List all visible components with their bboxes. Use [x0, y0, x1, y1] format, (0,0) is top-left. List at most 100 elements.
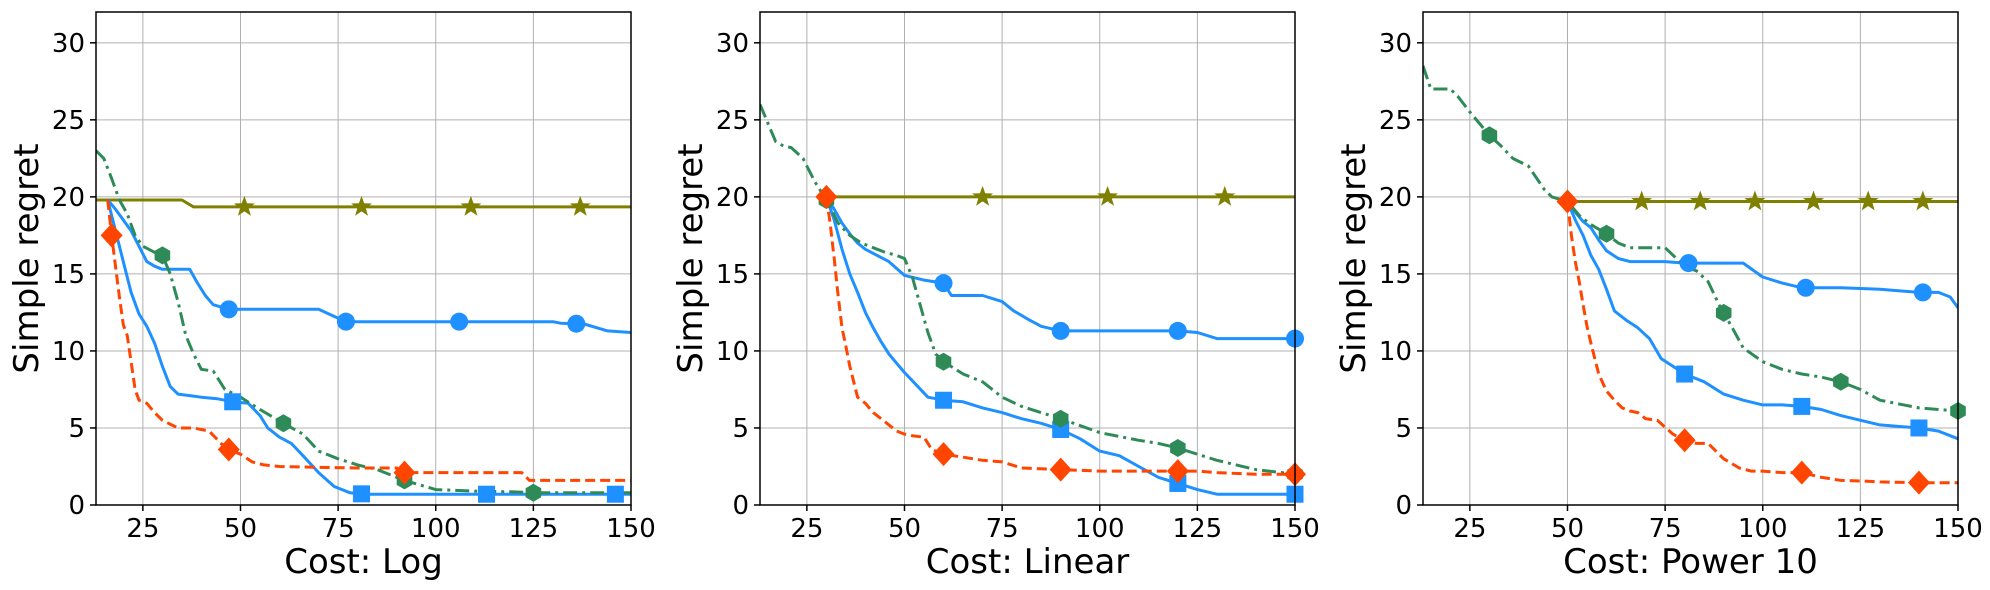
x-tick-label: 150: [1270, 514, 1320, 544]
hexagon-marker: [935, 352, 952, 371]
y-tick-label: 10: [1379, 337, 1412, 367]
y-tick-label: 0: [68, 491, 85, 521]
star-marker: [1803, 190, 1824, 211]
diamond-marker: [1790, 460, 1813, 485]
diamond-marker: [1166, 459, 1189, 484]
series-line-circle: [1566, 200, 1958, 309]
circle-marker: [1168, 321, 1187, 340]
axes-frame: [759, 11, 1296, 506]
x-tick-label: 100: [1075, 514, 1125, 544]
y-tick-label: 10: [716, 337, 749, 367]
x-axis-label: Cost: Log: [284, 542, 443, 582]
square-marker: [1793, 397, 1811, 415]
hexagon-marker: [525, 483, 542, 502]
square-marker: [224, 393, 242, 411]
x-tick-label: 50: [1551, 514, 1584, 544]
x-tick-label: 150: [606, 514, 656, 544]
star-marker: [569, 195, 591, 216]
x-tick-label: 25: [790, 514, 823, 544]
circle-marker: [1679, 254, 1698, 273]
x-axis-label: Cost: Power 10: [1563, 542, 1818, 582]
diamond-marker: [1673, 428, 1696, 453]
square-marker: [935, 391, 953, 409]
series-line-diamond: [824, 196, 1295, 476]
square-marker: [1169, 474, 1187, 492]
hexagon-marker: [1715, 303, 1732, 322]
y-axis-label: Simple regret: [671, 143, 711, 373]
series-line-hexagon: [760, 103, 1295, 476]
series-line-square: [824, 196, 1295, 496]
series-line-circle: [825, 196, 1295, 341]
x-tick-label: 50: [224, 514, 257, 544]
x-tick-label: 75: [986, 514, 1019, 544]
diamond-marker: [815, 184, 838, 209]
y-tick-label: 15: [716, 260, 749, 290]
y-tick-label: 30: [52, 29, 85, 59]
x-tick-label: 125: [1836, 514, 1886, 544]
diamond-marker: [393, 460, 416, 485]
y-tick-label: 25: [716, 106, 749, 136]
square-marker: [478, 485, 496, 503]
diamond-marker: [1556, 189, 1579, 214]
star-marker: [351, 195, 372, 216]
series-line-diamond: [1566, 201, 1958, 485]
star-marker: [1857, 190, 1879, 211]
circle-marker: [450, 312, 469, 331]
circle-marker: [1796, 278, 1815, 297]
square-marker: [1910, 419, 1928, 437]
grid: [96, 12, 632, 506]
diamond-marker: [217, 437, 240, 462]
x-tick-label: 100: [1738, 514, 1788, 544]
series-line-star: [96, 198, 631, 209]
hexagon-marker: [1170, 439, 1186, 457]
axes-frame: [1422, 11, 1959, 506]
ticks: 25 50 75 100 125 150 0 5 10 15 20 25 30: [716, 29, 1320, 544]
y-tick-label: 25: [1379, 106, 1412, 136]
hexagon-marker: [1052, 409, 1069, 428]
series-line-diamond: [106, 199, 631, 482]
x-tick-label: 25: [126, 514, 159, 544]
star-marker: [1214, 185, 1236, 206]
y-tick-label: 5: [68, 414, 85, 444]
circle-marker: [219, 300, 238, 319]
y-tick-label: 0: [1395, 491, 1412, 521]
diamond-marker: [1907, 470, 1930, 495]
star-marker: [1744, 190, 1766, 211]
series-line-hexagon: [96, 149, 631, 495]
star-marker: [972, 185, 994, 206]
star-marker: [1689, 190, 1711, 211]
y-tick-label: 30: [1379, 29, 1412, 59]
x-tick-label: 125: [1173, 514, 1223, 544]
diamond-marker: [1049, 457, 1072, 482]
square-marker: [606, 485, 624, 503]
x-tick-label: 125: [509, 514, 559, 544]
axes-frame: [95, 11, 632, 506]
series-line-square: [106, 199, 631, 496]
y-tick-label: 0: [732, 491, 749, 521]
star-marker: [1097, 185, 1118, 206]
y-tick-label: 30: [716, 29, 749, 59]
y-tick-label: 25: [52, 106, 85, 136]
hexagon-marker: [275, 414, 292, 433]
plot-area: [760, 103, 1295, 496]
y-tick-label: 20: [52, 183, 85, 213]
markers: [815, 184, 1306, 503]
markers: [100, 195, 624, 503]
x-axis-label: Cost: Linear: [926, 542, 1130, 582]
ticks: 25 50 75 100 125 150 0 5 10 15 20 25 30: [1379, 29, 1983, 544]
diamond-marker: [932, 442, 955, 467]
series-line-hexagon: [1423, 65, 1958, 413]
x-tick-label: 50: [888, 514, 921, 544]
x-tick-label: 150: [1933, 514, 1983, 544]
y-tick-label: 5: [732, 414, 749, 444]
star-marker: [233, 195, 255, 216]
hexagon-marker: [1481, 126, 1498, 145]
y-tick-label: 10: [52, 337, 85, 367]
circle-marker: [1051, 321, 1070, 340]
y-tick-label: 15: [52, 260, 85, 290]
series-line-circle: [106, 199, 631, 334]
y-tick-label: 20: [716, 183, 749, 213]
circle-marker: [1913, 283, 1932, 302]
y-axis-label: Simple regret: [1334, 143, 1374, 373]
